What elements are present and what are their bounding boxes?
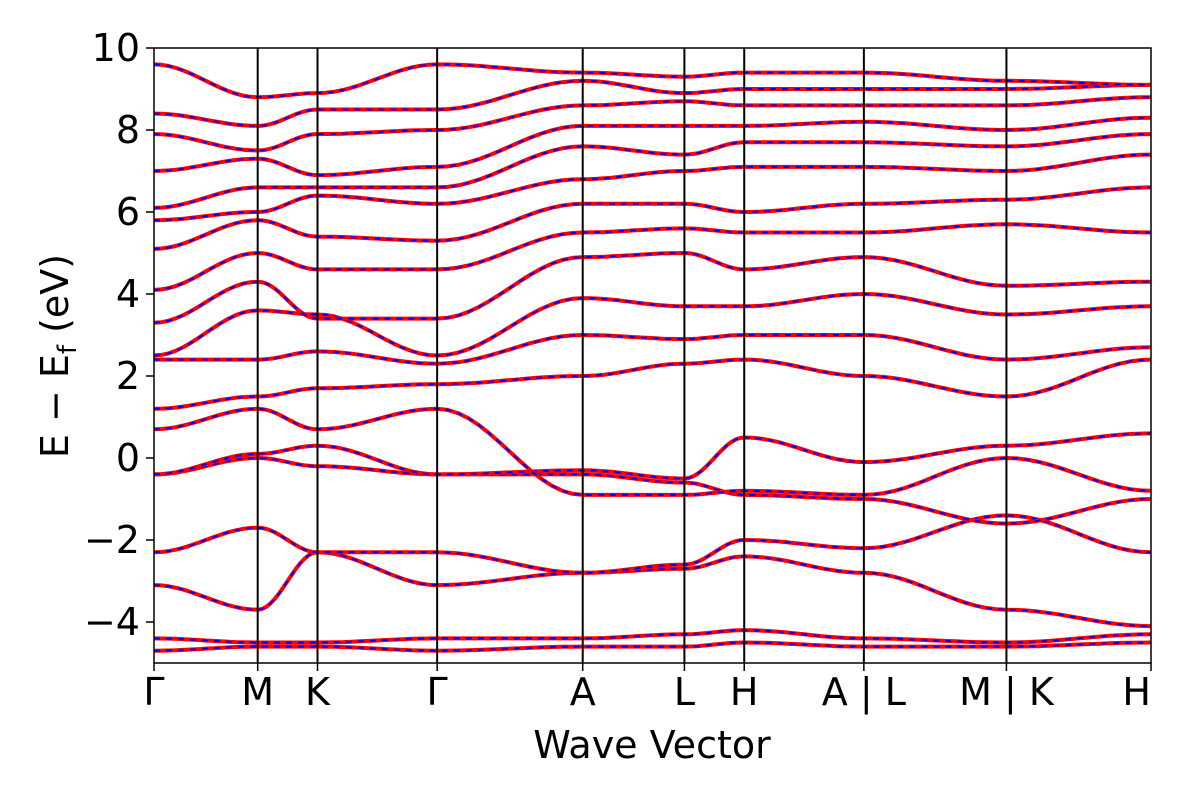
x-tick-label: H — [1122, 670, 1151, 714]
x-tick-label: A — [570, 670, 596, 714]
y-tick-label: 0 — [116, 436, 140, 480]
band-line-secondary — [154, 629, 1151, 644]
y-axis-label-main: E − E — [33, 354, 77, 458]
x-tick-label: Γ — [427, 670, 448, 714]
y-tick-label: 10 — [92, 26, 140, 70]
plot-frame — [153, 47, 1152, 664]
band-line-secondary — [154, 116, 1151, 177]
y-tick-label: 8 — [116, 108, 140, 152]
band-line-secondary — [154, 641, 1151, 652]
x-tick-label: M — [241, 670, 274, 714]
x-tick-label: L — [674, 670, 695, 714]
band-lines — [154, 62, 1151, 653]
y-axis-label-subscript: f — [53, 344, 83, 354]
y-tick-label: −4 — [84, 600, 140, 644]
band-line-secondary — [154, 407, 1151, 496]
y-tick-label: 6 — [116, 190, 140, 234]
x-tick-label: M | K — [959, 670, 1055, 715]
band-line-secondary — [154, 96, 1151, 152]
x-tick-label: A | L — [822, 670, 906, 715]
band-line-secondary — [154, 456, 1151, 525]
x-tick-label: H — [730, 670, 759, 714]
kpath-divider-lines — [256, 48, 1008, 663]
y-axis-ticks: 10 8 6 4 2 0 −2 −4 — [84, 26, 154, 644]
x-tick-label: Γ — [143, 670, 164, 714]
band-line-primary — [154, 550, 1151, 629]
y-axis-label: E − Ef (eV) — [33, 254, 83, 458]
band-line-secondary — [154, 292, 1151, 357]
y-tick-label: 2 — [116, 354, 140, 398]
band-line-secondary — [154, 63, 1151, 99]
x-axis-label: Wave Vector — [533, 723, 771, 767]
y-tick-label: −2 — [84, 518, 140, 562]
band-line-secondary — [154, 251, 1151, 324]
band-line-secondary — [154, 432, 1151, 480]
band-line-secondary — [154, 333, 1151, 365]
band-line-secondary — [154, 153, 1151, 222]
band-line-secondary — [154, 79, 1151, 127]
band-line-secondary — [154, 358, 1151, 410]
band-line-secondary — [154, 133, 1151, 209]
band-line-secondary — [154, 186, 1151, 250]
band-line-secondary — [154, 223, 1151, 291]
y-axis-label-unit: (eV) — [33, 254, 77, 333]
y-tick-label: 4 — [116, 272, 140, 316]
x-tick-label: K — [305, 670, 331, 714]
band-line-primary — [154, 513, 1151, 575]
